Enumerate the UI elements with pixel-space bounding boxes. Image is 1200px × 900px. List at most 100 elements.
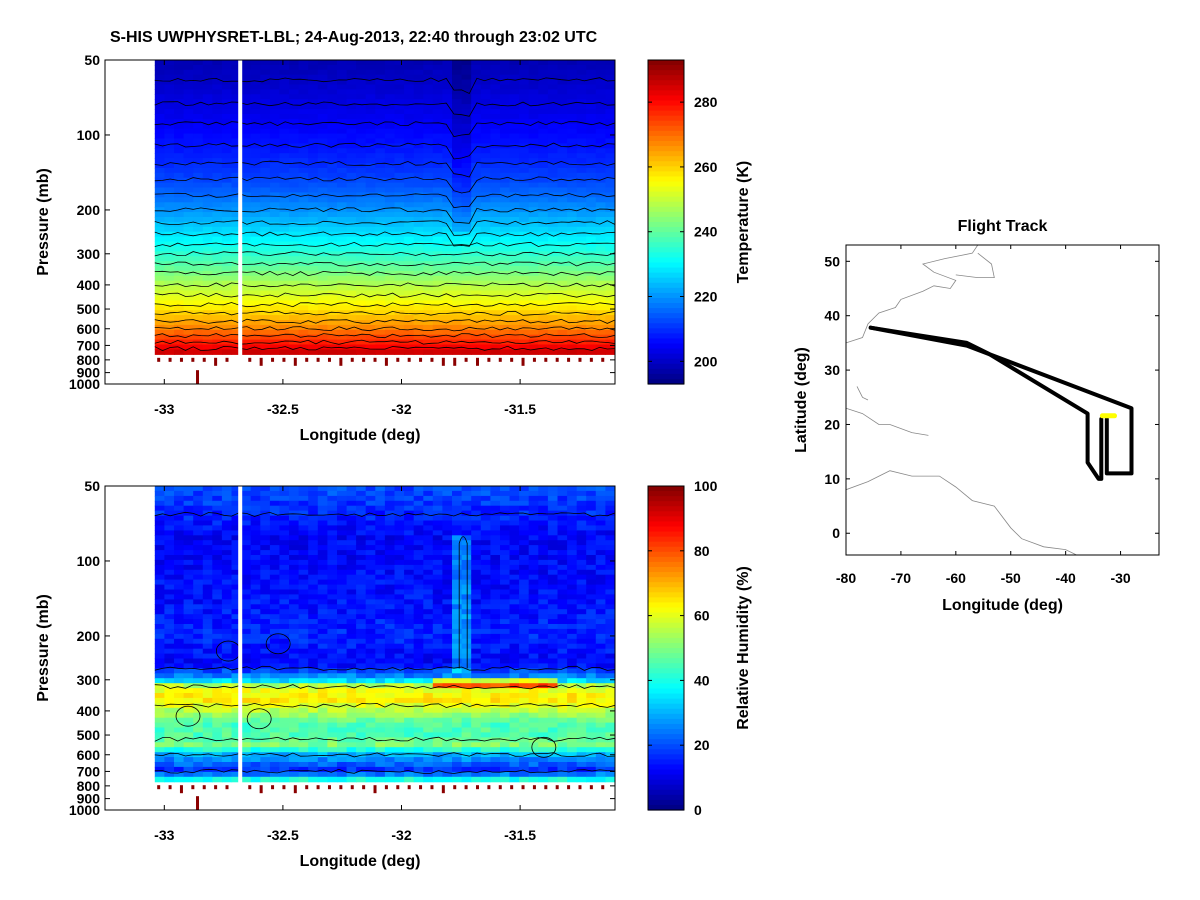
heatmap-cell bbox=[183, 486, 194, 492]
heatmap-cell bbox=[356, 633, 367, 640]
heatmap-cell bbox=[605, 221, 615, 228]
heatmap-cell bbox=[442, 114, 453, 120]
heatmap-cell bbox=[269, 143, 281, 149]
heatmap-cell bbox=[164, 663, 175, 669]
heatmap-cell bbox=[346, 589, 357, 595]
heatmap-cell bbox=[375, 486, 386, 492]
heatmap-cell bbox=[442, 569, 453, 576]
heatmap-cell bbox=[231, 569, 242, 576]
heatmap-cell bbox=[346, 712, 357, 719]
heatmap-cell bbox=[586, 133, 597, 140]
heatmap-cell bbox=[298, 619, 309, 625]
heatmap-cell bbox=[384, 74, 396, 81]
heatmap-cell bbox=[576, 84, 587, 90]
heatmap-cell bbox=[413, 207, 424, 213]
heatmap-cell bbox=[356, 158, 367, 164]
heatmap-cell bbox=[279, 530, 290, 536]
heatmap-cell bbox=[509, 74, 520, 81]
heatmap-cell bbox=[375, 305, 386, 311]
heatmap-cell bbox=[442, 732, 453, 738]
heatmap-cell bbox=[384, 673, 396, 679]
heatmap-cell bbox=[394, 693, 405, 699]
heatmap-cell bbox=[490, 256, 501, 262]
heatmap-cell bbox=[289, 540, 300, 546]
heatmap-cell bbox=[174, 569, 185, 576]
heatmap-cell bbox=[221, 776, 233, 783]
heatmap-cell bbox=[480, 261, 491, 267]
heatmap-cell bbox=[269, 510, 281, 517]
heatmap-cell bbox=[269, 584, 281, 591]
heatmap-cell bbox=[269, 520, 281, 526]
colorbar-segment bbox=[648, 373, 684, 380]
heatmap-cell bbox=[212, 569, 223, 576]
heatmap-cell bbox=[221, 564, 233, 571]
heatmap-cell bbox=[221, 128, 233, 135]
heatmap-cell bbox=[413, 574, 424, 581]
heatmap-cell bbox=[557, 202, 568, 208]
heatmap-cell bbox=[298, 123, 309, 130]
colorbar-segment bbox=[648, 338, 684, 345]
heatmap-cell bbox=[289, 305, 300, 311]
heatmap-cell bbox=[605, 64, 615, 71]
heatmap-cell bbox=[327, 64, 338, 71]
heatmap-cell bbox=[480, 300, 491, 306]
heatmap-cell bbox=[174, 349, 185, 355]
heatmap-cell bbox=[586, 231, 597, 238]
heatmap-cell bbox=[394, 589, 405, 595]
heatmap-cell bbox=[528, 197, 539, 203]
heatmap-cell bbox=[509, 226, 520, 233]
heatmap-cell bbox=[576, 182, 587, 189]
heatmap-cell bbox=[164, 241, 175, 247]
heatmap-cell bbox=[586, 270, 597, 277]
heatmap-cell bbox=[250, 99, 261, 105]
surface-mark bbox=[191, 357, 195, 362]
heatmap-cell bbox=[365, 123, 376, 130]
heatmap-cell bbox=[394, 60, 405, 66]
heatmap-cell bbox=[183, 275, 194, 282]
heatmap-cell bbox=[337, 114, 348, 120]
heatmap-cell bbox=[509, 334, 520, 341]
heatmap-cell bbox=[231, 673, 242, 679]
heatmap-cell bbox=[500, 153, 511, 159]
heatmap-cell bbox=[557, 320, 568, 326]
heatmap-cell bbox=[346, 697, 357, 704]
heatmap-cell bbox=[375, 256, 386, 262]
heatmap-cell bbox=[394, 89, 405, 95]
heatmap-cell bbox=[250, 231, 261, 238]
heatmap-cell bbox=[471, 226, 482, 233]
heatmap-cell bbox=[471, 275, 482, 282]
heatmap-cell bbox=[183, 609, 194, 615]
heatmap-cell bbox=[471, 280, 482, 287]
heatmap-cell bbox=[346, 584, 357, 591]
heatmap-cell bbox=[519, 275, 530, 282]
heatmap-cell bbox=[557, 270, 568, 277]
heatmap-cell bbox=[298, 614, 309, 620]
heatmap-cell bbox=[394, 663, 405, 669]
heatmap-cell bbox=[413, 520, 424, 526]
heatmap-cell bbox=[356, 266, 367, 272]
heatmap-cell bbox=[442, 520, 453, 526]
heatmap-cell bbox=[471, 79, 482, 86]
heatmap-cell bbox=[442, 579, 453, 586]
heatmap-cell bbox=[231, 663, 242, 669]
heatmap-cell bbox=[346, 89, 357, 95]
heatmap-cell bbox=[221, 148, 233, 154]
heatmap-cell bbox=[308, 295, 319, 301]
heatmap-cell bbox=[509, 143, 520, 149]
heatmap-cell bbox=[375, 202, 386, 208]
heatmap-cell bbox=[452, 663, 463, 669]
heatmap-cell bbox=[452, 172, 463, 179]
heatmap-cell bbox=[202, 163, 213, 169]
heatmap-cell bbox=[212, 266, 223, 272]
heatmap-cell bbox=[154, 217, 165, 223]
heatmap-cell bbox=[260, 329, 271, 336]
heatmap-cell bbox=[500, 118, 511, 125]
heatmap-cell bbox=[279, 633, 290, 640]
heatmap-cell bbox=[480, 74, 491, 81]
heatmap-cell bbox=[538, 60, 549, 66]
heatmap-cell bbox=[423, 300, 434, 306]
heatmap-cell bbox=[269, 619, 281, 625]
heatmap-cell bbox=[500, 241, 511, 247]
heatmap-cell bbox=[241, 717, 252, 724]
colorbar-segment bbox=[648, 313, 684, 319]
